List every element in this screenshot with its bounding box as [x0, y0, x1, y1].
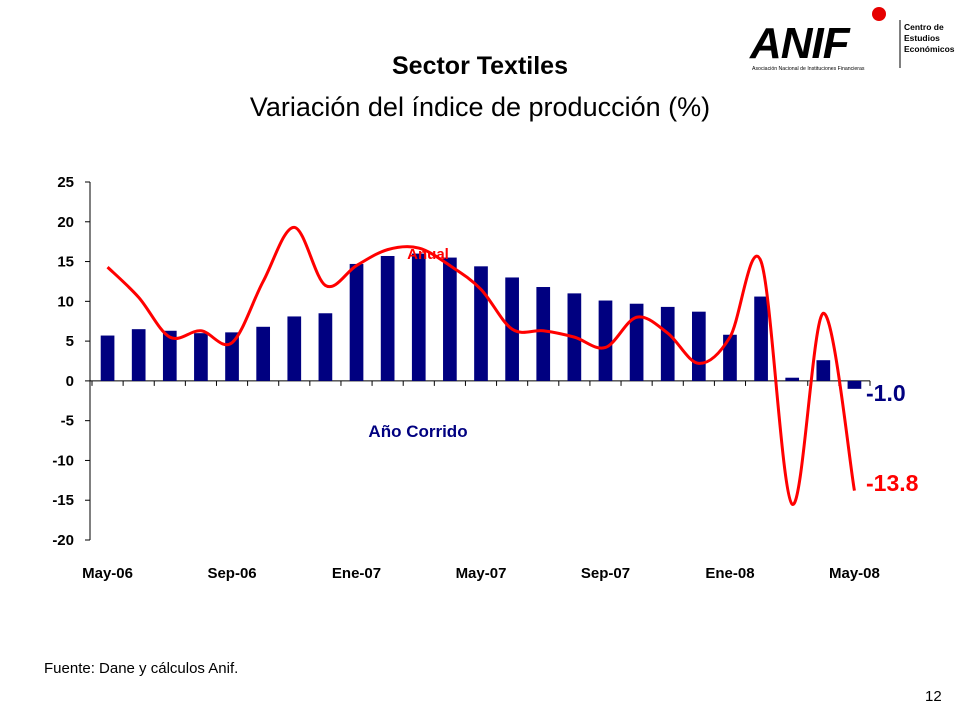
y-tick-label: 15 — [57, 254, 74, 271]
bar — [443, 257, 457, 381]
y-tick-label: -15 — [52, 492, 74, 509]
series-label-ano-corrido: Año Corrido — [368, 422, 467, 441]
bar — [411, 253, 426, 381]
bar — [816, 360, 831, 381]
bar — [100, 335, 115, 381]
bar — [785, 377, 800, 381]
bar — [536, 287, 551, 381]
page-number: 12 — [925, 688, 942, 705]
bar — [598, 300, 613, 381]
y-tick-label: -10 — [52, 452, 74, 469]
bar — [131, 329, 146, 381]
bar — [754, 296, 768, 381]
chart-title: Sector Textiles — [391, 52, 568, 80]
y-tick-label: 0 — [66, 373, 74, 390]
logo-dot — [872, 7, 886, 21]
bar — [847, 380, 862, 389]
bar — [723, 334, 737, 381]
y-tick-label: 20 — [57, 214, 74, 231]
bar — [380, 255, 395, 381]
y-tick-label: 5 — [66, 333, 74, 350]
end-label-anual: -13.8 — [866, 470, 919, 496]
bar — [194, 333, 208, 381]
bar — [287, 316, 302, 381]
end-label-ano-corrido: -1.0 — [866, 380, 906, 406]
y-tick-label: 10 — [57, 293, 74, 310]
bar — [162, 330, 177, 381]
bar — [660, 306, 675, 381]
x-tick-label: May-06 — [82, 565, 133, 582]
y-tick-label: -20 — [52, 532, 74, 549]
x-tick-label: Sep-07 — [581, 565, 630, 582]
line-series-anual — [106, 225, 856, 506]
y-tick-label: 25 — [57, 174, 74, 191]
source-note: Fuente: Dane y cálculos Anif. — [44, 660, 239, 677]
logo-center-label-2: Estudios — [904, 33, 940, 43]
bar — [691, 311, 706, 381]
anif-logo: ANIF Asociación Nacional de Institucione… — [748, 4, 958, 76]
bar — [629, 303, 644, 381]
x-tick-label: Sep-06 — [207, 565, 256, 582]
x-tick-label: Ene-07 — [332, 565, 381, 582]
bar — [318, 313, 333, 381]
logo-caption: Asociación Nacional de Instituciones Fin… — [752, 66, 865, 72]
x-tick-label: May-07 — [456, 565, 507, 582]
y-tick-label: -5 — [61, 413, 74, 430]
chart-subtitle: Variación del índice de producción (%) — [249, 92, 711, 122]
logo-wordmark: ANIF — [749, 19, 851, 68]
logo-center-label-1: Centro de — [904, 22, 944, 32]
x-tick-label: Ene-08 — [705, 565, 754, 582]
bar — [349, 263, 364, 381]
series-label-anual: Anual — [407, 246, 449, 263]
bar — [256, 326, 271, 381]
x-tick-label: May-08 — [829, 565, 880, 582]
logo-center-label-3: Económicos — [904, 44, 955, 54]
